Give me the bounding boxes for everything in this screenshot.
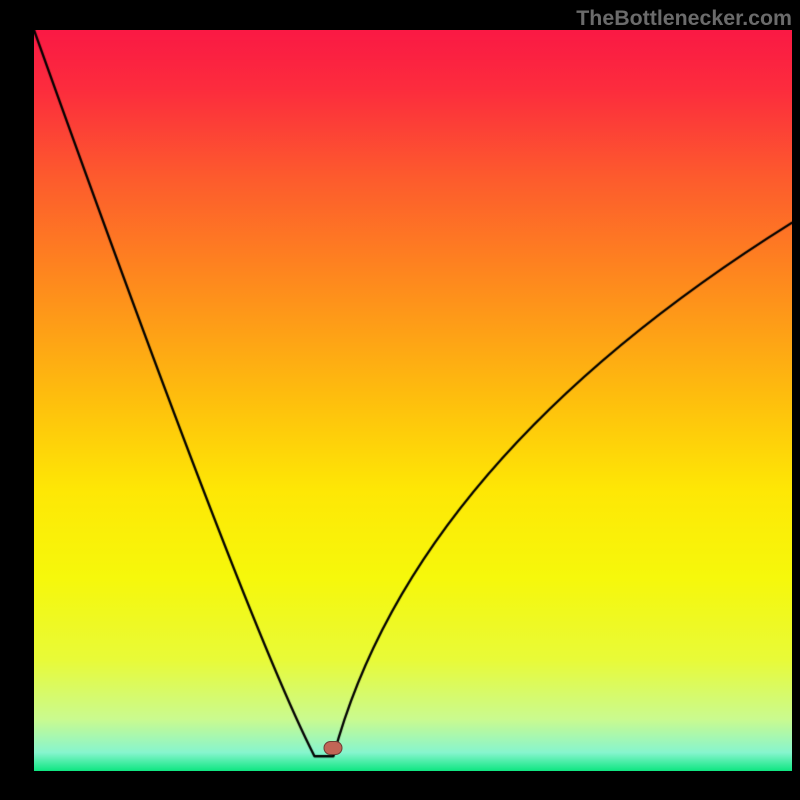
plot-area bbox=[34, 30, 792, 771]
chart-container: TheBottlenecker.com bbox=[0, 0, 800, 800]
bottleneck-curve bbox=[34, 30, 792, 771]
watermark-text: TheBottlenecker.com bbox=[576, 6, 792, 31]
optimal-point-marker bbox=[324, 741, 343, 755]
